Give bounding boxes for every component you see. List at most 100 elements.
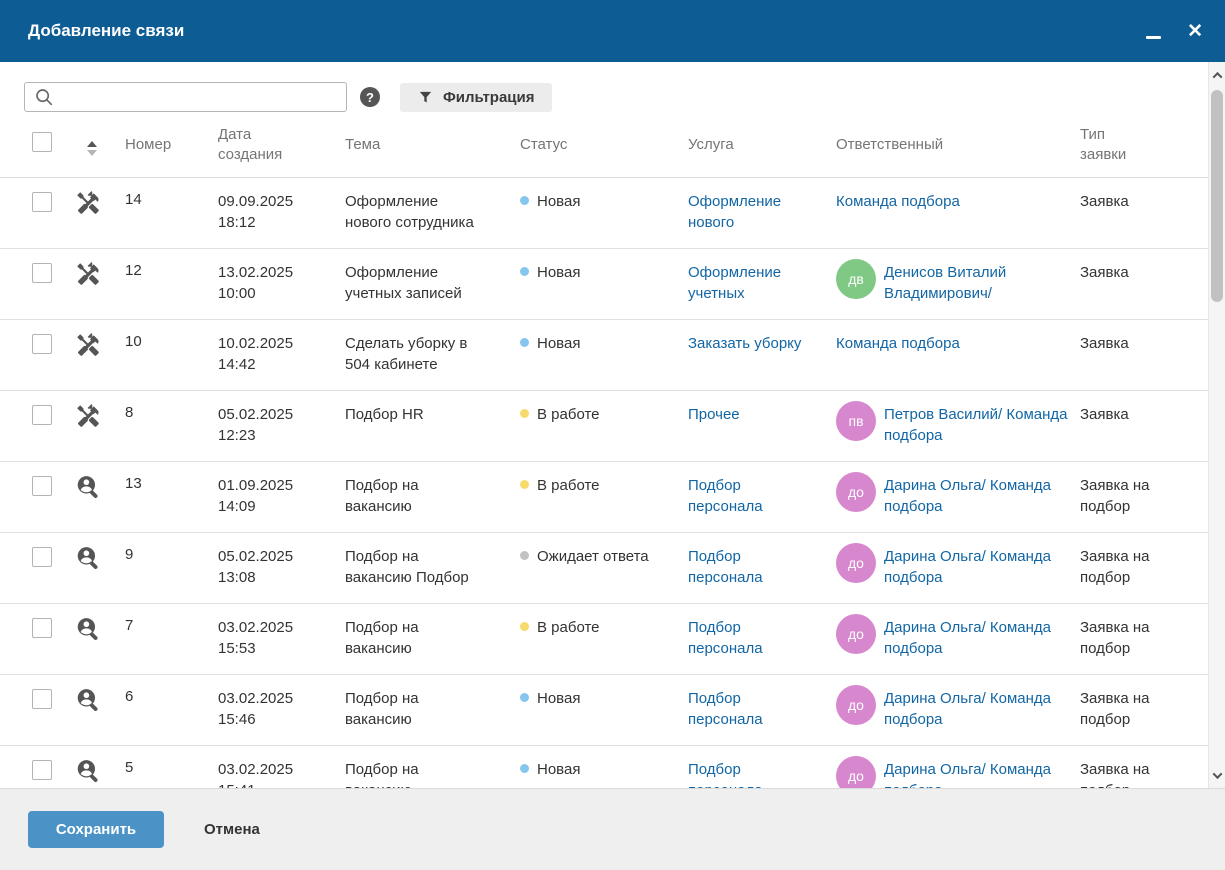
person-search-icon xyxy=(75,474,101,500)
status-cell: Новая xyxy=(520,178,688,248)
theme-text: Подбор на вакансию xyxy=(345,690,419,728)
service-link[interactable]: Прочее xyxy=(688,406,740,423)
row-checkbox[interactable] xyxy=(32,618,52,638)
status-dot xyxy=(520,480,529,489)
request-type: Заявка на подбор xyxy=(1080,761,1150,788)
select-all-checkbox[interactable] xyxy=(32,131,52,152)
request-number: 12 xyxy=(125,262,142,279)
request-number: 9 xyxy=(125,546,134,563)
table-row[interactable]: 14 09.09.2025 18:12 Оформление нового сот… xyxy=(0,178,1208,249)
request-type: Заявка xyxy=(1080,406,1129,423)
theme-text: Сделать уборку в 504 кабинете xyxy=(345,335,468,373)
person-search-icon xyxy=(75,687,101,713)
avatar: до xyxy=(836,472,876,512)
service-link[interactable]: Подбор персонала xyxy=(688,619,763,657)
responsible-link[interactable]: Денисов Виталий Владимирович/ xyxy=(884,264,1007,302)
service-link[interactable]: Подбор персонала xyxy=(688,548,763,586)
responsible-link[interactable]: Дарина Ольга/ Команда подбора xyxy=(884,761,1052,788)
created-date: 01.09.2025 14:09 xyxy=(218,477,294,515)
status-dot xyxy=(520,693,529,702)
responsible-link[interactable]: Петров Василий/ Команда подбора xyxy=(884,406,1068,444)
table-row[interactable]: 10 10.02.2025 14:42 Сделать уборку в 504 … xyxy=(0,320,1208,391)
status-cell: Новая xyxy=(520,320,688,390)
row-checkbox[interactable] xyxy=(32,405,52,425)
filter-label: Фильтрация xyxy=(443,88,535,106)
row-checkbox[interactable] xyxy=(32,689,52,709)
tools-icon xyxy=(75,332,101,358)
avatar: до xyxy=(836,756,876,788)
service-link[interactable]: Оформление нового xyxy=(688,193,782,231)
status-cell: Новая xyxy=(520,249,688,319)
table-row[interactable]: 7 03.02.2025 15:53 Подбор на вакансию В р… xyxy=(0,604,1208,675)
theme-text: Подбор HR xyxy=(345,406,424,423)
request-number: 6 xyxy=(125,688,134,705)
service-link[interactable]: Подбор персонала xyxy=(688,761,763,788)
avatar: до xyxy=(836,685,876,725)
avatar: до xyxy=(836,614,876,654)
request-type: Заявка на подбор xyxy=(1080,619,1150,657)
close-icon[interactable]: ✕ xyxy=(1187,20,1203,42)
row-checkbox[interactable] xyxy=(32,192,52,212)
person-search-icon xyxy=(75,545,101,571)
request-type: Заявка xyxy=(1080,264,1129,281)
status-cell: Ожидает ответа xyxy=(520,533,688,603)
service-link[interactable]: Подбор персонала xyxy=(688,477,763,515)
responsible-link[interactable]: Дарина Ольга/ Команда подбора xyxy=(884,690,1052,728)
created-date: 03.02.2025 15:53 xyxy=(218,619,294,657)
created-date: 05.02.2025 13:08 xyxy=(218,548,294,586)
col-number: Номер xyxy=(125,135,172,153)
tools-icon xyxy=(75,190,101,216)
status-cell: В работе xyxy=(520,604,688,674)
request-number: 10 xyxy=(125,333,142,350)
col-status: Статус xyxy=(520,135,568,153)
row-checkbox[interactable] xyxy=(32,263,52,283)
search-input[interactable] xyxy=(60,84,346,110)
scroll-up-icon[interactable] xyxy=(1209,64,1225,86)
sort-desc-triangle xyxy=(87,150,97,156)
responsible-link[interactable]: Дарина Ольга/ Команда подбора xyxy=(884,619,1052,657)
request-type: Заявка на подбор xyxy=(1080,477,1150,515)
col-created: Дата создания xyxy=(218,125,283,163)
dialog-title: Добавление связи xyxy=(28,21,185,40)
help-icon[interactable]: ? xyxy=(360,87,380,107)
dialog-footer: Сохранить Отмена xyxy=(0,788,1225,870)
table-row[interactable]: 8 05.02.2025 12:23 Подбор HR В работе Про… xyxy=(0,391,1208,462)
row-checkbox[interactable] xyxy=(32,760,52,780)
service-link[interactable]: Подбор персонала xyxy=(688,690,763,728)
service-link[interactable]: Заказать уборку xyxy=(688,335,802,352)
responsible-link[interactable]: Дарина Ольга/ Команда подбора xyxy=(884,477,1052,515)
minimize-icon[interactable] xyxy=(1146,35,1162,39)
avatar: дв xyxy=(836,259,876,299)
save-button[interactable]: Сохранить xyxy=(28,811,164,848)
responsible-link[interactable]: Команда подбора xyxy=(836,335,960,352)
col-responsible: Ответственный xyxy=(836,135,944,153)
theme-text: Подбор на вакансию Подбор xyxy=(345,548,469,586)
row-checkbox[interactable] xyxy=(32,547,52,567)
scroll-down-icon[interactable] xyxy=(1209,764,1225,786)
vertical-scrollbar[interactable] xyxy=(1208,62,1225,788)
row-checkbox[interactable] xyxy=(32,476,52,496)
request-number: 5 xyxy=(125,759,134,776)
theme-text: Оформление учетных записей xyxy=(345,264,462,302)
table-row[interactable]: 6 03.02.2025 15:46 Подбор на вакансию Нов… xyxy=(0,675,1208,746)
table-row[interactable]: 13 01.09.2025 14:09 Подбор на вакансию В … xyxy=(0,462,1208,533)
cancel-button[interactable]: Отмена xyxy=(204,821,260,838)
table-row[interactable]: 9 05.02.2025 13:08 Подбор на вакансию Под… xyxy=(0,533,1208,604)
status-cell: Новая xyxy=(520,675,688,745)
filter-button[interactable]: Фильтрация xyxy=(400,82,552,112)
service-link[interactable]: Оформление учетных xyxy=(688,264,782,302)
responsible-link[interactable]: Дарина Ольга/ Команда подбора xyxy=(884,548,1052,586)
table-row[interactable]: 12 13.02.2025 10:00 Оформление учетных за… xyxy=(0,249,1208,320)
status-dot xyxy=(520,196,529,205)
theme-text: Подбор на вакансию xyxy=(345,477,419,515)
status-cell: Новая xyxy=(520,746,688,788)
person-search-icon xyxy=(75,758,101,784)
scrollbar-thumb[interactable] xyxy=(1211,90,1223,302)
avatar: пв xyxy=(836,401,876,441)
funnel-icon xyxy=(417,89,434,106)
sort-icon[interactable] xyxy=(87,141,97,156)
row-checkbox[interactable] xyxy=(32,334,52,354)
created-date: 09.09.2025 18:12 xyxy=(218,193,294,231)
responsible-link[interactable]: Команда подбора xyxy=(836,193,960,210)
